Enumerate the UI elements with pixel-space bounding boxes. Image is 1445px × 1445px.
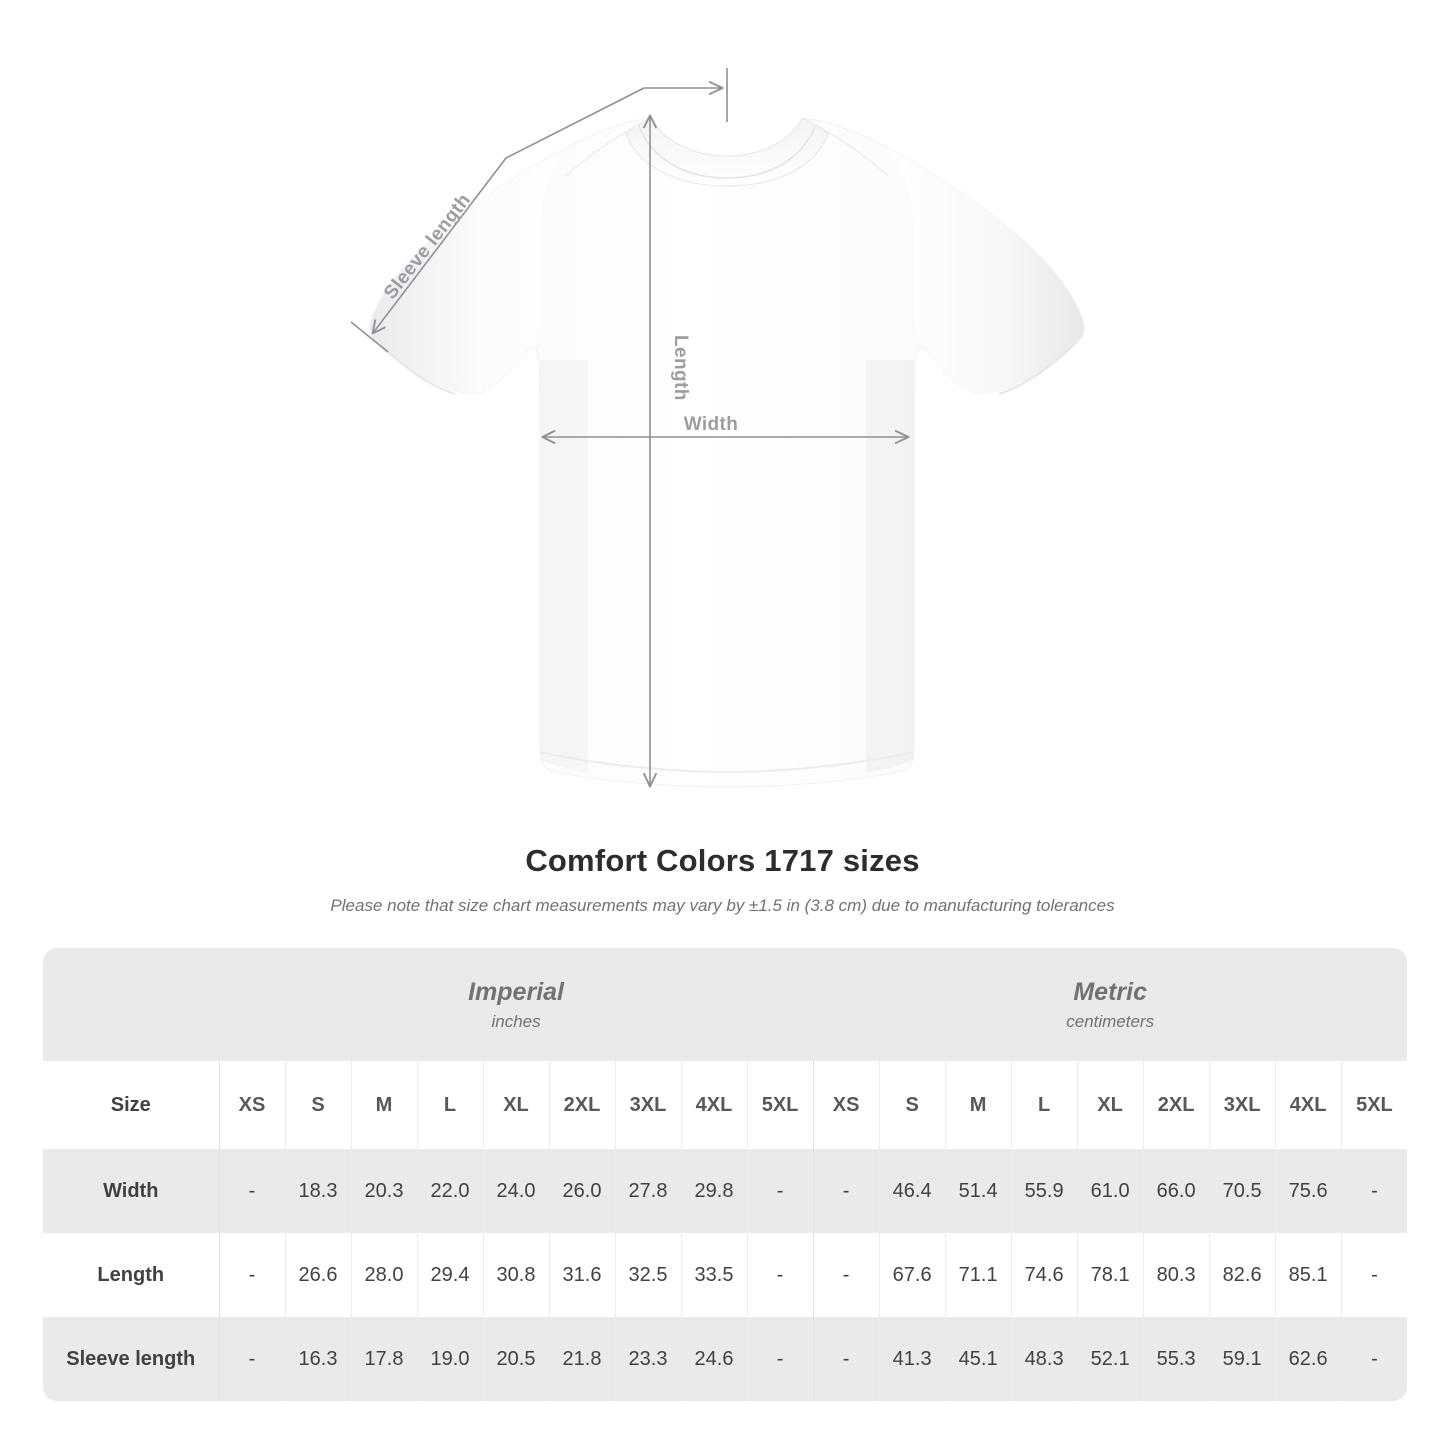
cell-width-metric-m: 51.4 [944,1149,1012,1233]
size-header-imperial-xs: XS [218,1061,285,1149]
cell-length-metric-m: 71.1 [944,1233,1012,1317]
unit-sub-metric: centimeters [1066,1011,1155,1031]
cell-width-metric-2xl: 66.0 [1142,1149,1210,1233]
size-header-imperial-4xl: 4XL [680,1061,747,1149]
cell-width-imperial-4xl: 29.8 [680,1149,747,1233]
cell-sleeve-imperial-5xl: - [746,1317,814,1401]
title-block: Comfort Colors 1717 sizes Please note th… [0,840,1445,918]
cell-sleeve-metric-2xl: 55.3 [1142,1317,1210,1401]
size-chart-table: Imperial inches Metric centimeters Size … [43,948,1408,1401]
size-chart-table-wrap: Imperial inches Metric centimeters Size … [43,948,1408,1401]
cell-sleeve-metric-m: 45.1 [944,1317,1012,1401]
cell-width-imperial-m: 20.3 [350,1149,417,1233]
table-row: Sleeve length - 16.3 17.8 19.0 20.5 21.8… [43,1317,1408,1401]
size-header-metric-5xl: 5XL [1340,1061,1408,1149]
cell-width-imperial-s: 18.3 [284,1149,351,1233]
unit-header-spacer [43,948,219,1061]
cell-length-metric-5xl: - [1340,1233,1408,1317]
cell-sleeve-imperial-s: 16.3 [284,1317,351,1401]
cell-sleeve-metric-3xl: 59.1 [1208,1317,1276,1401]
cell-width-imperial-2xl: 26.0 [548,1149,615,1233]
cell-width-imperial-xs: - [218,1149,285,1233]
unit-name-imperial: Imperial [468,977,564,1006]
sleeve-length-measure [350,68,728,353]
cell-length-imperial-5xl: - [746,1233,814,1317]
size-header-metric-m: M [944,1061,1012,1149]
cell-sleeve-imperial-2xl: 21.8 [548,1317,615,1401]
size-header-imperial-5xl: 5XL [746,1061,814,1149]
length-label: Length [670,335,691,401]
cell-length-metric-l: 74.6 [1010,1233,1078,1317]
size-header-imperial-2xl: 2XL [548,1061,615,1149]
cell-width-metric-5xl: - [1340,1149,1408,1233]
cell-width-metric-3xl: 70.5 [1208,1149,1276,1233]
cell-sleeve-imperial-3xl: 23.3 [614,1317,681,1401]
tshirt-garment [369,117,1085,788]
row-label-width: Width [43,1149,219,1233]
table-row: Width - 18.3 20.3 22.0 24.0 26.0 27.8 29… [43,1149,1408,1233]
cell-length-imperial-xs: - [218,1233,285,1317]
cell-length-imperial-3xl: 32.5 [614,1233,681,1317]
cell-width-metric-xs: - [812,1149,880,1233]
cell-sleeve-metric-4xl: 62.6 [1274,1317,1342,1401]
size-header-imperial-xl: XL [482,1061,549,1149]
measurement-overlays [350,68,908,786]
unit-header-metric: Metric centimeters [813,948,1408,1061]
cell-length-metric-xl: 78.1 [1076,1233,1144,1317]
unit-name-metric: Metric [1073,977,1147,1006]
cell-length-imperial-l: 29.4 [416,1233,483,1317]
size-header-row: Size XS S M L XL 2XL 3XL 4XL 5XL XS S M … [43,1061,1408,1149]
cell-length-metric-3xl: 82.6 [1208,1233,1276,1317]
cell-sleeve-metric-5xl: - [1340,1317,1408,1401]
cell-width-metric-4xl: 75.6 [1274,1149,1342,1233]
cell-width-imperial-l: 22.0 [416,1149,483,1233]
size-header-metric-l: L [1010,1061,1078,1149]
cell-length-metric-s: 67.6 [878,1233,946,1317]
tshirt-diagram: Sleeve length Length Width [350,68,1085,788]
cell-sleeve-metric-xs: - [812,1317,880,1401]
cell-length-metric-xs: - [812,1233,880,1317]
width-label: Width [684,414,739,435]
table-row: Length - 26.6 28.0 29.4 30.8 31.6 32.5 3… [43,1233,1408,1317]
cell-sleeve-metric-l: 48.3 [1010,1317,1078,1401]
cell-length-metric-2xl: 80.3 [1142,1233,1210,1317]
size-header-imperial-m: M [350,1061,417,1149]
cell-length-imperial-4xl: 33.5 [680,1233,747,1317]
size-header-metric-xl: XL [1076,1061,1144,1149]
cell-sleeve-imperial-xl: 20.5 [482,1317,549,1401]
unit-header-imperial: Imperial inches [219,948,814,1061]
cell-length-metric-4xl: 85.1 [1274,1233,1342,1317]
unit-header-row: Imperial inches Metric centimeters [43,948,1408,1061]
size-header-metric-s: S [878,1061,946,1149]
cell-sleeve-imperial-l: 19.0 [416,1317,483,1401]
cell-length-imperial-xl: 30.8 [482,1233,549,1317]
cell-sleeve-imperial-m: 17.8 [350,1317,417,1401]
row-label-sleeve-length: Sleeve length [43,1317,219,1401]
size-header-metric-3xl: 3XL [1208,1061,1276,1149]
cell-width-imperial-xl: 24.0 [482,1149,549,1233]
page-title: Comfort Colors 1717 sizes [525,843,920,878]
cell-length-imperial-m: 28.0 [350,1233,417,1317]
row-label-length: Length [43,1233,219,1317]
size-header-imperial-l: L [416,1061,483,1149]
size-header-label: Size [43,1061,219,1149]
size-header-metric-2xl: 2XL [1142,1061,1210,1149]
cell-sleeve-imperial-4xl: 24.6 [680,1317,747,1401]
unit-sub-imperial: inches [491,1011,541,1031]
cell-sleeve-metric-xl: 52.1 [1076,1317,1144,1401]
size-header-metric-4xl: 4XL [1274,1061,1342,1149]
cell-sleeve-imperial-xs: - [218,1317,285,1401]
cell-width-imperial-5xl: - [746,1149,814,1233]
cell-width-imperial-3xl: 27.8 [614,1149,681,1233]
cell-length-imperial-s: 26.6 [284,1233,351,1317]
tolerance-note: Please note that size chart measurements… [330,896,1115,915]
cell-width-metric-l: 55.9 [1010,1149,1078,1233]
cell-length-imperial-2xl: 31.6 [548,1233,615,1317]
size-header-imperial-s: S [284,1061,351,1149]
cell-width-metric-s: 46.4 [878,1149,946,1233]
size-header-imperial-3xl: 3XL [614,1061,681,1149]
cell-width-metric-xl: 61.0 [1076,1149,1144,1233]
cell-sleeve-metric-s: 41.3 [878,1317,946,1401]
size-header-metric-xs: XS [812,1061,880,1149]
